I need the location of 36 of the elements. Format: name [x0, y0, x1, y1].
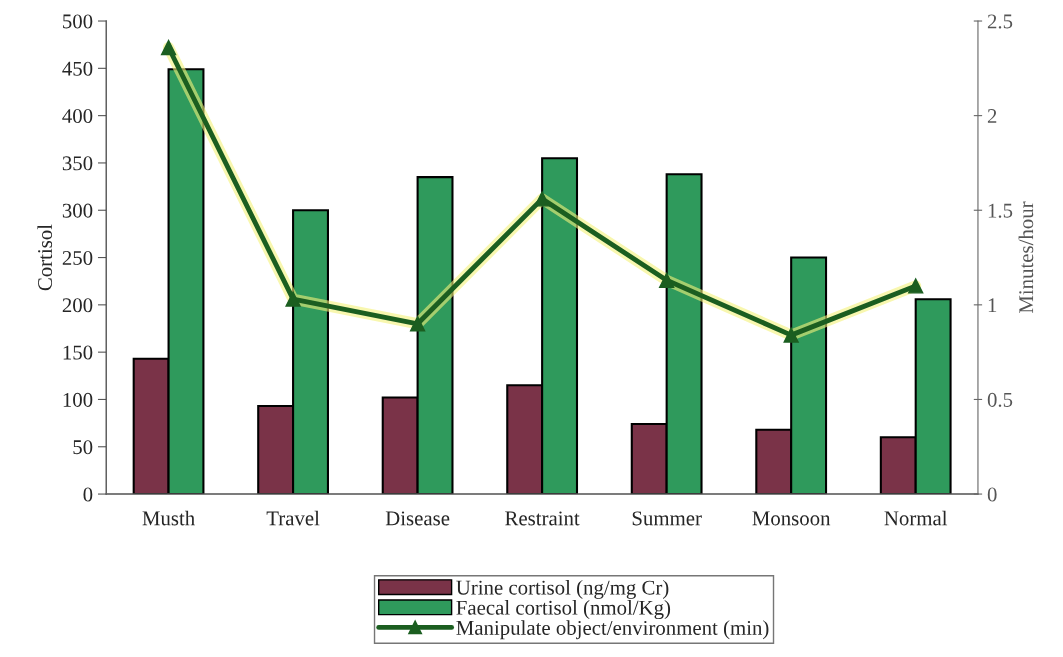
y-tick-label: 400 [62, 109, 93, 124]
y-tick-label: 300 [62, 203, 93, 218]
y-tick-label: 50 [73, 440, 93, 455]
y2-tick-label: 0 [987, 487, 997, 502]
y2-tick-label: 0.5 [987, 392, 1013, 407]
x-tick-label: Disease [385, 511, 450, 526]
x-tick-label: Restraint [505, 511, 580, 526]
y-tick-label: 100 [63, 392, 93, 407]
y2-tick-label: 1 [988, 298, 997, 313]
point [783, 327, 799, 343]
x-tick-label: Travel [266, 510, 320, 526]
y2-tick-label: 2.5 [987, 14, 1013, 29]
y-tick-label: 200 [62, 298, 93, 313]
point [908, 278, 924, 294]
y2-tick-label: 1.5 [988, 203, 1013, 218]
y2-tick-label: 2 [987, 109, 997, 123]
legend-label: Faecal cortisol (nmol/Kg) [456, 600, 671, 620]
y-tick-label: 150 [63, 345, 93, 360]
y-axis-title: Cortisol [37, 224, 53, 291]
point [409, 316, 426, 332]
legend-label: Manipulate object/environment (min) [456, 620, 769, 640]
y-tick-label: 500 [63, 14, 93, 29]
point [659, 272, 675, 288]
y2-axis-title: Minutes/hour [1018, 201, 1034, 314]
point [285, 291, 301, 307]
x-tick-label: Normal [884, 510, 948, 526]
y-tick-label: 450 [62, 61, 93, 76]
legend-label: Urine cortisol (ng/mg Cr) [456, 580, 669, 599]
y-tick-label: 250 [62, 250, 93, 265]
x-tick-label: Musth [142, 510, 195, 526]
y-tick-label: 0 [83, 487, 93, 502]
point [160, 39, 177, 56]
x-tick-label: Summer [632, 511, 702, 526]
y-tick-label: 350 [62, 156, 93, 171]
x-tick-label: Monsoon [752, 511, 831, 526]
point [534, 191, 550, 207]
